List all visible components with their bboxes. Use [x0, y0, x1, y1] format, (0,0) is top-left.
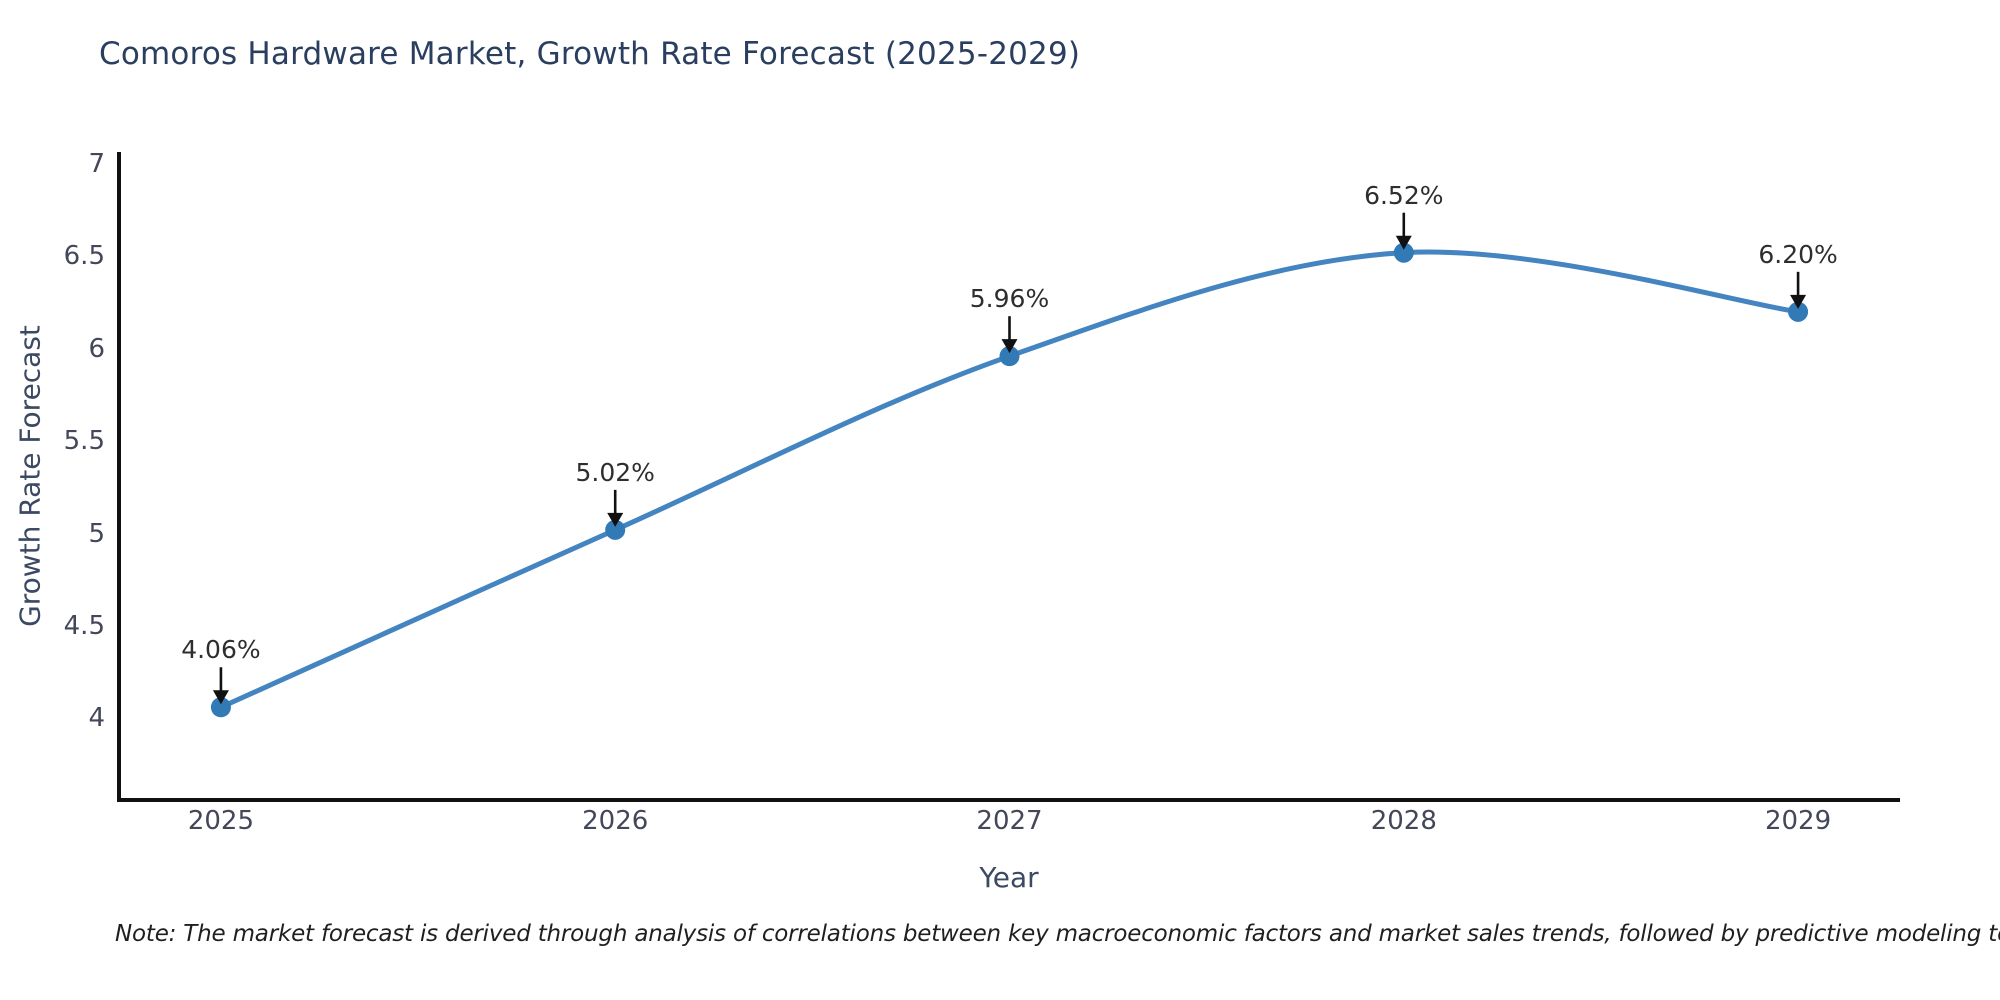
- y-tick-label: 4: [88, 703, 105, 734]
- data-point-marker[interactable]: [999, 346, 1020, 367]
- y-tick-label: 6: [88, 333, 105, 364]
- chart-title: Comoros Hardware Market, Growth Rate For…: [99, 36, 1081, 72]
- annotation-arrow-head: [1790, 294, 1807, 309]
- x-tick-label: 2026: [582, 806, 649, 836]
- annotation-arrow-head: [1001, 339, 1018, 354]
- data-point-label: 6.20%: [1758, 239, 1838, 269]
- data-point-marker[interactable]: [210, 697, 231, 718]
- annotation-arrow-head: [1395, 235, 1412, 250]
- y-tick-label: 4.5: [63, 610, 105, 641]
- footnote: Note: The market forecast is derived thr…: [115, 921, 2000, 947]
- data-point-marker[interactable]: [1788, 301, 1809, 322]
- data-point-marker[interactable]: [605, 519, 626, 540]
- annotation-arrow-head: [212, 690, 229, 705]
- y-tick-label: 5: [88, 518, 105, 549]
- x-tick-label: 2029: [1764, 806, 1832, 836]
- data-point-label: 5.96%: [969, 284, 1050, 314]
- data-point-label: 6.52%: [1364, 180, 1444, 210]
- data-point-marker[interactable]: [1393, 242, 1414, 263]
- y-tick-label: 6.5: [63, 241, 105, 272]
- x-axis-title: Year: [979, 861, 1039, 894]
- y-tick-label: 5.5: [63, 426, 105, 457]
- annotation-arrow-head: [607, 512, 624, 527]
- x-tick-label: 2027: [976, 806, 1043, 836]
- data-point-label: 5.02%: [575, 457, 655, 487]
- y-tick-label: 7: [88, 149, 105, 179]
- x-tick-label: 2025: [187, 806, 254, 836]
- data-point-label: 4.06%: [181, 635, 261, 665]
- x-tick-label: 2028: [1370, 806, 1437, 836]
